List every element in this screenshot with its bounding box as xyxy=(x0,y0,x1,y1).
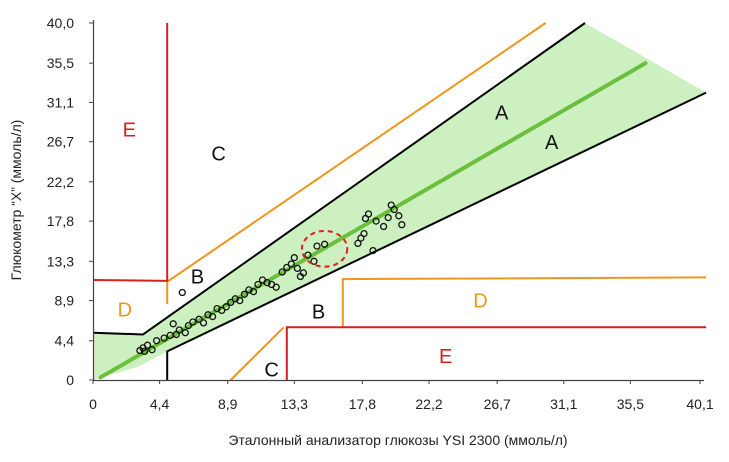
data-point xyxy=(390,205,398,214)
data-point xyxy=(236,296,244,305)
data-point xyxy=(160,334,168,342)
x-tick-label: 0 xyxy=(89,396,97,412)
zone-label-e: E xyxy=(439,346,452,368)
zone-boundary-c-lower xyxy=(229,326,285,381)
data-point xyxy=(379,222,388,231)
data-point xyxy=(195,315,203,323)
data-point xyxy=(360,229,368,238)
data-point xyxy=(184,321,193,330)
zone-label-c: C xyxy=(264,359,278,381)
data-point xyxy=(320,240,329,248)
data-point xyxy=(395,212,403,220)
data-point xyxy=(204,311,212,319)
zone-label-e: E xyxy=(123,119,136,141)
zone-boundary-d-lower xyxy=(341,276,707,328)
x-tick-label: 31,1 xyxy=(550,396,577,412)
x-axis-title: Эталонный анализатор глюкозы YSI 2300 (м… xyxy=(228,432,567,448)
x-tick-label: 13,3 xyxy=(281,396,308,412)
data-point xyxy=(354,239,362,248)
data-point xyxy=(175,326,183,334)
y-tick-label: 40,0 xyxy=(47,15,74,31)
data-point xyxy=(199,319,208,327)
zone-label-d: D xyxy=(118,300,132,322)
data-point xyxy=(364,210,373,218)
data-point xyxy=(231,295,239,303)
data-point xyxy=(222,303,230,311)
zone-boundary-a-lower xyxy=(166,91,707,380)
data-point xyxy=(384,213,392,222)
data-point xyxy=(178,288,186,297)
x-tick-label: 4,4 xyxy=(150,396,170,412)
data-point xyxy=(310,257,318,265)
data-point xyxy=(245,286,253,294)
x-tick-label: 26,7 xyxy=(484,396,511,412)
y-tick-label: 4,4 xyxy=(55,333,75,349)
zone-label-b: B xyxy=(191,267,204,289)
data-point xyxy=(213,304,221,313)
data-point xyxy=(304,251,312,259)
data-point xyxy=(372,217,380,225)
data-point xyxy=(293,264,302,273)
x-tick-label: 35,5 xyxy=(617,396,644,412)
zone-label-a: A xyxy=(495,102,509,124)
data-point xyxy=(169,320,177,328)
zone-label-b: B xyxy=(312,301,325,323)
x-tick-label: 40,1 xyxy=(686,396,713,412)
y-tick-label: 22,2 xyxy=(47,174,74,190)
data-point xyxy=(278,268,286,276)
data-point xyxy=(227,298,235,307)
zone-label-a: A xyxy=(545,132,559,154)
data-point xyxy=(140,347,149,356)
x-tick-label: 8,9 xyxy=(218,396,238,412)
data-point xyxy=(181,329,189,337)
data-point xyxy=(313,242,321,250)
data-point xyxy=(249,287,258,296)
y-tick-label: 31,1 xyxy=(47,94,74,110)
data-point xyxy=(398,221,406,229)
x-tick-label: 17,8 xyxy=(349,396,376,412)
data-point xyxy=(283,263,291,272)
zone-boundary-a-upper xyxy=(93,22,586,336)
data-point xyxy=(189,318,197,326)
zone-boundary-e-upper xyxy=(93,23,169,282)
y-axis-title: Глюкометр “X” (ммоль/л) xyxy=(8,120,24,281)
data-point xyxy=(272,283,280,291)
y-tick-label: 13,3 xyxy=(47,253,74,269)
y-tick-label: 8,9 xyxy=(55,293,75,309)
zone-boundary-e-lower xyxy=(285,326,707,380)
highlight-circle xyxy=(300,229,349,268)
data-point xyxy=(290,254,298,262)
data-point xyxy=(152,337,161,345)
zone-label-c: C xyxy=(211,143,225,165)
y-tick-label: 35,5 xyxy=(47,55,74,71)
y-tick-label: 0 xyxy=(66,372,74,388)
data-point xyxy=(263,279,271,287)
data-point xyxy=(143,341,152,349)
y-tick-label: 26,7 xyxy=(47,134,74,150)
x-tick-label: 22,2 xyxy=(415,396,442,412)
data-point xyxy=(254,280,262,289)
data-point xyxy=(369,246,377,255)
data-point xyxy=(208,312,217,321)
data-point xyxy=(148,346,156,354)
y-tick-label: 17,8 xyxy=(47,213,74,229)
zone-label-d: D xyxy=(473,291,487,313)
data-point xyxy=(287,260,295,268)
data-point xyxy=(240,290,249,298)
data-point xyxy=(218,306,226,315)
data-point xyxy=(299,269,308,277)
